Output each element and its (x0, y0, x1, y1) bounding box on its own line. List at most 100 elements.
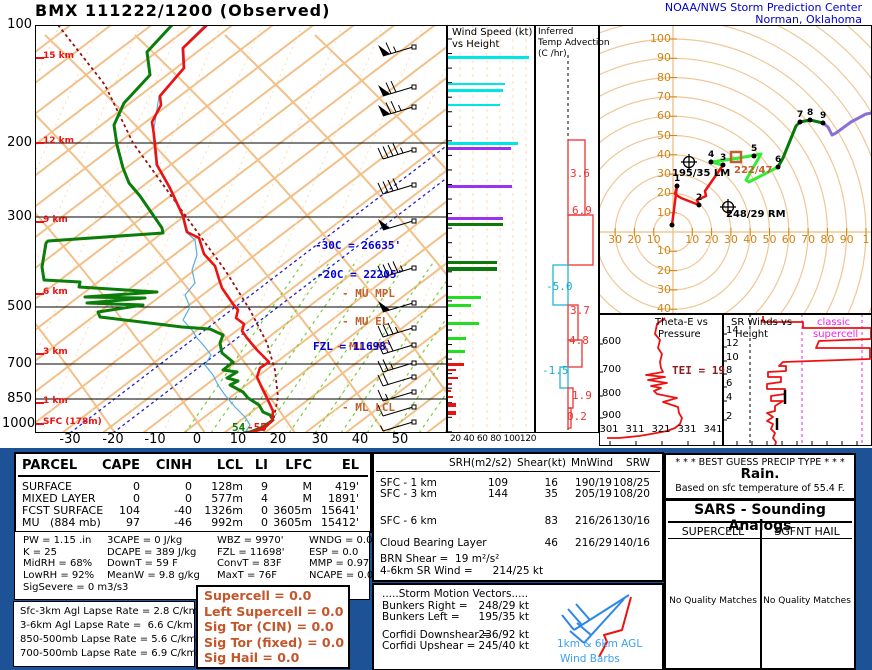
sars-hail-body: No Quality Matches (763, 596, 851, 606)
index-value: PW = 1.15 .in (23, 535, 92, 546)
hodograph-speed-label: 30 (723, 233, 738, 246)
hodograph-speed-label: 90 (839, 233, 854, 246)
height-marker-label: 12 km (43, 136, 75, 146)
tei-value: TEI = 19 (672, 364, 725, 377)
sig-severe-value: SigSevere = 0 m3/s3 (23, 582, 129, 593)
pressure-tick-label: 300 (7, 209, 32, 224)
theta-e-pressure-label: 700 (602, 364, 622, 375)
temp-advection-panel (535, 25, 599, 433)
lapse-rate-value: 700-500mb Lapse Rate = 6.9 C/km (20, 648, 197, 659)
parcel-cell: -46 (174, 516, 192, 529)
parcel-cell: 992m (211, 516, 243, 529)
advection-value: -1.5 (542, 364, 569, 377)
temperature-tick-label: -10 (144, 432, 166, 447)
advection-value: -5.0 (546, 280, 573, 293)
hodograph-speed-label: 20 (657, 263, 671, 277)
agency-credit: NOAA/NWS Storm Prediction Center Norman,… (665, 2, 862, 26)
index-value: ESP = 0.0 (309, 546, 359, 558)
svg-text:6: 6 (775, 155, 781, 165)
index-value: DCAPE = 389 J/kg (107, 546, 197, 558)
parcel-cell: 0 (185, 480, 192, 493)
svg-text:2: 2 (696, 193, 702, 203)
parcel-header-cell: LFC (285, 458, 312, 473)
hodograph-speed-label: 70 (657, 89, 671, 103)
wind-barb-icon (377, 359, 417, 373)
parcel-cell: 0 (133, 492, 140, 505)
advection-value: 3.6 (570, 167, 590, 180)
srh-header-cell: SRW (626, 457, 650, 469)
index-value: NCAPE = 0.00 (309, 569, 380, 581)
parcel-cell: 128m (211, 480, 243, 493)
hodograph-speed-label: 40 (657, 147, 671, 161)
temperature-tick-label: 30 (311, 432, 329, 447)
storm-motion-label: Corfidi Downshear = (382, 629, 491, 641)
wind-barb-icon (380, 419, 417, 432)
hodograph-speed-label: 1 (862, 233, 870, 246)
mu-mpl-label: - MU MPL (342, 287, 395, 300)
parcel-cell: 104 (119, 504, 140, 517)
hodograph-speed-label: 80 (820, 233, 835, 246)
composite-index-value: Sig Tor (fixed) = 0.0 (204, 634, 345, 650)
ml-lcl-label: - ML LCL (342, 401, 395, 414)
shear-value: 16 (544, 477, 558, 489)
hodograph-speed-label: 90 (657, 51, 671, 65)
mnwind-value: 216/26 (575, 515, 612, 527)
theta-e-value-label: 331 (677, 424, 697, 435)
parcel-cell: 4 (261, 492, 268, 505)
parcel-header-cell: LCL (216, 458, 243, 473)
storm-motion-value: 248/29 kt (478, 600, 529, 612)
lapse-rate-value: Sfc-3km Agl Lapse Rate = 2.8 C/km (20, 606, 199, 617)
index-value: WNDG = 0.0 (309, 535, 373, 546)
pressure-tick-label: 1000 (2, 416, 36, 431)
precip-type: Rain. (740, 466, 780, 482)
sr-height-label: 10 (726, 352, 739, 363)
parcel-table: PARCEL CAPE CINH LCL LI LFC EL SURFACE 0 0 128m 9 M 4… (14, 452, 372, 533)
theta-e-panel (599, 314, 723, 446)
theta-e-value-label: 341 (703, 424, 723, 435)
storm-vector-label: 222/47 (734, 165, 773, 176)
storm-motion-title: .....Storm Motion Vectors..... (382, 588, 529, 600)
theta-e-value-label: 311 (625, 424, 645, 435)
wind-barb-icon (378, 80, 417, 97)
barb-caption2: Wind Barbs (560, 653, 620, 665)
header-underline (18, 475, 368, 477)
sr-height-label: 8 (726, 365, 733, 376)
sars-header-underline (668, 538, 852, 539)
advection-value: 6.9 (572, 204, 592, 217)
parcel-header-cell: PARCEL (22, 458, 78, 473)
right-mover-label: 248/29 RM (726, 209, 786, 220)
shear-value: 35 (544, 488, 558, 500)
parcel-cell: -40 (174, 504, 192, 517)
theta-e-pressure-label: 600 (602, 336, 622, 347)
hodograph-speed-label: 10 (657, 244, 671, 258)
hodograph-speed-label: 50 (762, 233, 777, 246)
sr-winds-title1: SR Winds vs (731, 317, 793, 328)
advection-value: 1.9 (572, 389, 592, 402)
srh-row-label: SFC - 6 km (380, 515, 437, 527)
supercell-indices-panel: Supercell = 0.0 Left Supercell = 0.0 Sig T… (196, 585, 350, 669)
srh-row-label: Cloud Bearing Layer (380, 537, 487, 549)
srw-value: 140/16 (613, 537, 650, 549)
svg-text:1: 1 (674, 174, 680, 184)
composite-index-value: Left Supercell = 0.0 (204, 603, 344, 619)
temperature-tick-label: 0 (192, 432, 202, 447)
svg-text:5: 5 (751, 144, 757, 154)
advection-value: 4.8 (569, 334, 589, 347)
parcel-cell: MU (884 mb) (22, 516, 101, 529)
mnwind-value: 205/19 (575, 488, 612, 500)
lapse-rates-panel: Sfc-3km Agl Lapse Rate = 2.8 C/km 3-6km A… (13, 601, 199, 667)
svg-text:4: 4 (708, 150, 714, 160)
advection-value: 0.2 (567, 410, 587, 423)
parcel-cell: 419' (334, 480, 359, 493)
mu-lfc-label: - MU LFC (336, 340, 389, 353)
wind-barb-icon (561, 594, 632, 658)
wind-barb-icon (378, 218, 417, 231)
advection-title1: Inferred (538, 27, 574, 37)
hodograph-speed-label: 20 (657, 186, 671, 200)
storm-motion-value: 195/35 kt (478, 611, 529, 623)
index-value: LowRH = 92% (23, 569, 95, 581)
svg-text:3: 3 (720, 153, 726, 163)
wind-barb-icon (377, 322, 417, 338)
srh-row-label: SFC - 3 km (380, 488, 437, 500)
parcel-cell: FCST SURFACE (22, 504, 104, 517)
